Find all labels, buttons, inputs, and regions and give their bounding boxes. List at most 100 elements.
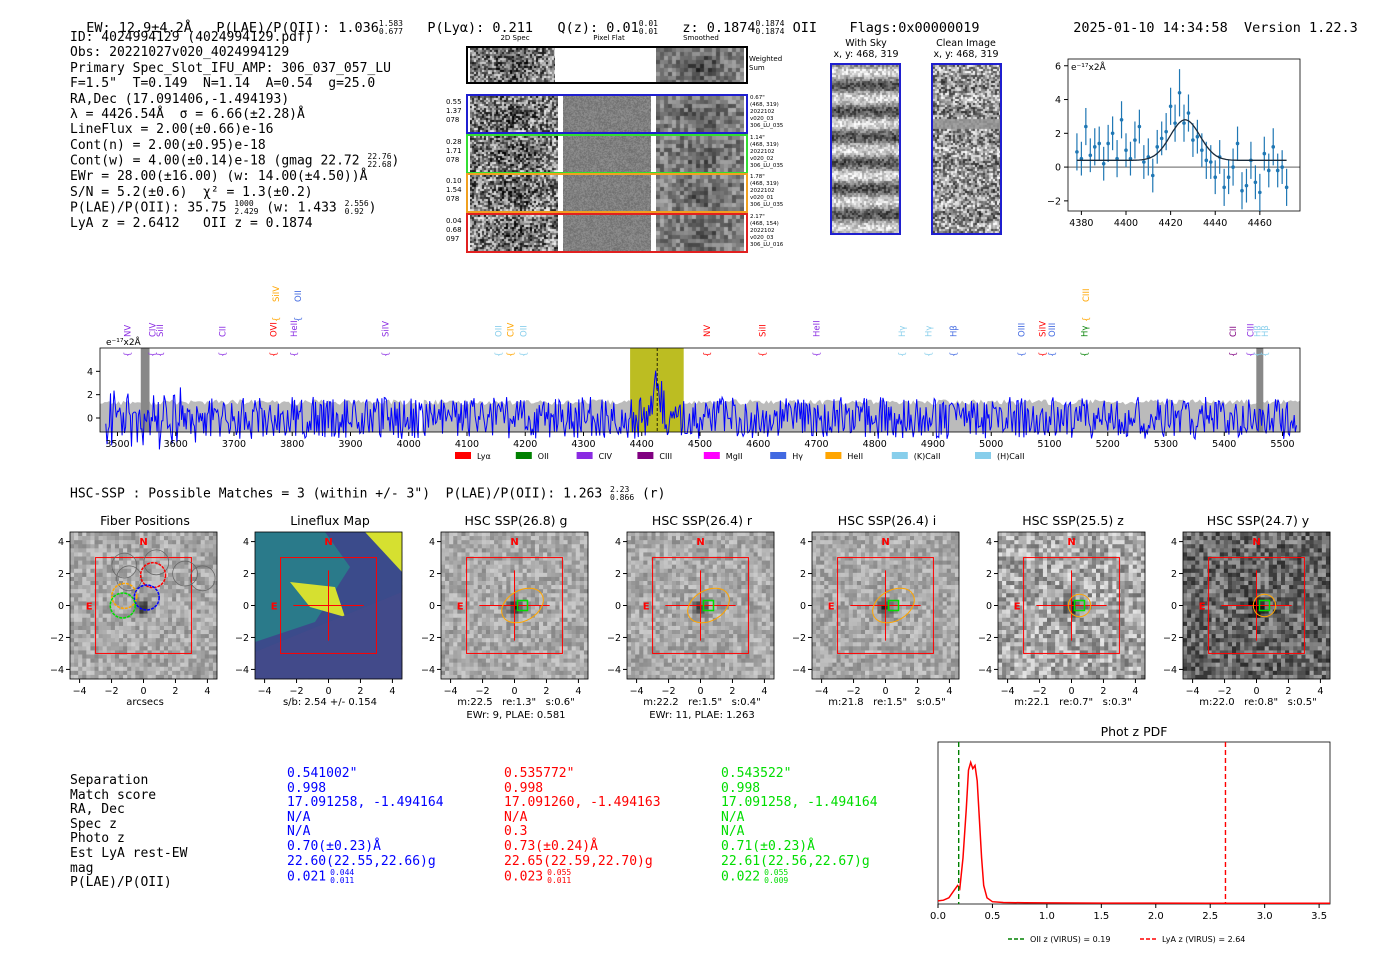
fit-data-point: [1195, 134, 1200, 139]
fit-y-tick-label: 4: [1055, 95, 1061, 106]
hsc-pixel: [119, 642, 124, 647]
hsc-pixel: [143, 548, 148, 553]
hsc-pixel: [514, 552, 519, 557]
hsc-pixel: [502, 650, 507, 655]
hsc-pixel: [180, 556, 185, 561]
hsc-pixel: [708, 572, 714, 578]
hsc-pixel: [539, 621, 544, 627]
fit-data-point: [1177, 90, 1182, 95]
hsc-pixel: [200, 646, 206, 651]
hsc-pixel: [510, 670, 515, 676]
hsc-pixel: [204, 576, 210, 582]
spectrum-x-tick-label: 3800: [280, 439, 304, 450]
hsc-pixel: [563, 642, 568, 647]
hsc-pixel: [200, 638, 206, 643]
hsc-pixel: [184, 556, 189, 561]
hsc-pixel: [559, 674, 564, 680]
hsc-pixel: [135, 674, 140, 680]
hsc-pixel: [172, 674, 177, 680]
hsc-pixel: [720, 576, 726, 582]
hsc-pixel: [449, 593, 454, 598]
hsc-pixel: [510, 593, 515, 598]
hsc-pixel: [106, 552, 112, 557]
hsc-pixel: [465, 621, 470, 627]
cutout-row-meta-line: 2022102: [750, 188, 775, 194]
hsc-pixel: [498, 662, 503, 668]
hsc-pixel: [78, 650, 83, 655]
hsc-pixel: [131, 613, 136, 619]
hsc-pixel: [539, 617, 544, 623]
hsc-pixel: [559, 601, 564, 606]
hsc-pixel: [559, 589, 564, 594]
hsc-pixel: [98, 662, 103, 668]
hsc-pixel: [168, 617, 173, 623]
hsc-pixel: [163, 568, 169, 574]
hsc-pixel: [176, 638, 181, 643]
hsc-pixel: [102, 674, 108, 680]
hsc-pixel: [70, 666, 75, 672]
hsc-pixel: [143, 576, 148, 582]
hsc-pixel: [639, 572, 644, 578]
hsc-pixel: [143, 589, 148, 594]
hsc-pixel: [94, 666, 99, 672]
hsc-pixel: [172, 662, 177, 668]
hsc-pixel: [135, 625, 140, 631]
spectrum-legend-swatch: [637, 452, 654, 459]
hsc-pixel: [494, 544, 499, 549]
hsc-pixel: [212, 536, 218, 541]
hsc-pixel: [667, 544, 673, 549]
hsc-pixel: [180, 560, 185, 565]
hsc-pixel: [494, 540, 499, 545]
hsc-pixel: [539, 630, 544, 635]
hsc-pixel: [720, 544, 726, 549]
hsc-pixel: [514, 548, 519, 553]
hsc-pixel: [563, 638, 568, 643]
hsc-pixel: [534, 540, 540, 545]
hsc-pixel: [485, 646, 491, 651]
hsc-pixel: [518, 556, 523, 561]
hsc-pixel: [477, 593, 483, 598]
hsc-pixel: [110, 536, 116, 541]
hsc-pixel: [445, 576, 450, 582]
hsc-pixel: [208, 650, 214, 655]
hsc-pixel: [453, 613, 458, 619]
hsc-pixel: [163, 654, 169, 659]
hsc-pixel: [114, 646, 120, 651]
hsc-pixel: [208, 536, 214, 541]
hsc-pixel: [131, 634, 136, 639]
hsc-pixel: [74, 568, 79, 574]
hsc-pixel: [74, 658, 79, 663]
hsc-pixel: [172, 617, 177, 623]
hsc-pixel: [712, 560, 718, 565]
hsc-pixel: [720, 536, 726, 541]
hsc-pixel: [765, 593, 771, 598]
hsc-pixel: [78, 613, 83, 619]
hsc-pixel: [543, 609, 548, 614]
hsc-pixel: [200, 630, 206, 635]
hsc-pixel: [627, 585, 632, 590]
hsc-pixel: [143, 552, 148, 557]
hsc-pixel: [78, 556, 83, 561]
fit-y-tick-label: 0: [1055, 163, 1061, 174]
hsc-pixel: [90, 646, 95, 651]
hsc-pixel: [127, 625, 132, 631]
hsc-pixel: [461, 621, 466, 627]
fit-data-point: [1119, 118, 1124, 122]
hsc-pixel: [651, 564, 656, 570]
hsc-pixel: [567, 597, 572, 602]
hsc-pixel: [502, 613, 507, 619]
hsc-pixel: [555, 662, 560, 668]
hsc-pixel: [663, 564, 669, 570]
hsc-pixel: [94, 658, 99, 663]
hsc-pixel: [720, 532, 726, 537]
hsc-pixel: [729, 576, 734, 582]
hsc-pixel: [526, 609, 532, 614]
hsc-pixel: [123, 621, 128, 627]
hsc-pixel: [110, 560, 116, 565]
hsc-pixel: [212, 642, 218, 647]
hsc-pixel: [94, 581, 99, 586]
hsc-pixel: [184, 609, 189, 614]
hsc-pixel: [761, 572, 767, 578]
hsc-pixel: [441, 564, 446, 570]
hsc-pixel: [457, 654, 462, 659]
